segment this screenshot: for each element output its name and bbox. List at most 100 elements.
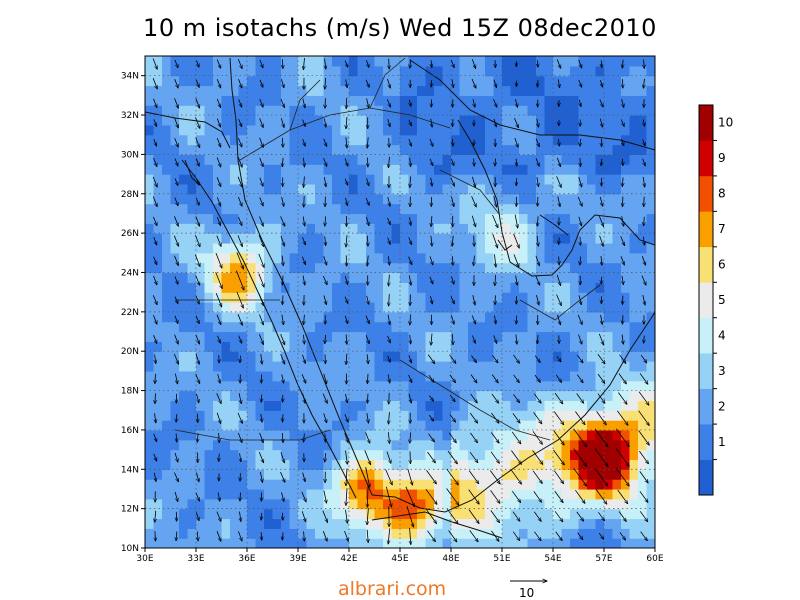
speed-cell (646, 272, 655, 283)
speed-cell (519, 321, 529, 333)
speed-cell (272, 144, 282, 155)
speed-cell (357, 518, 367, 529)
speed-cell (502, 321, 512, 333)
speed-cell (383, 361, 393, 372)
speed-cell (417, 164, 427, 175)
wind-vector (555, 531, 563, 541)
speed-cell (179, 429, 189, 441)
speed-cell (451, 528, 461, 539)
speed-cell (425, 75, 435, 87)
speed-cell (476, 164, 486, 175)
speed-cell (264, 498, 274, 510)
speed-cell (459, 252, 469, 264)
speed-cell (391, 292, 401, 303)
speed-cell (264, 154, 274, 165)
speed-cell (612, 115, 622, 126)
wind-vector (303, 58, 304, 70)
speed-cell (238, 292, 248, 303)
wind-vector (238, 99, 242, 107)
speed-cell (315, 105, 325, 116)
speed-cell (425, 331, 435, 342)
speed-cell (638, 321, 648, 333)
speed-cell (604, 85, 614, 96)
speed-cell (281, 115, 291, 126)
speed-cell (595, 390, 605, 401)
wind-vector (174, 296, 178, 304)
wind-vector (152, 295, 157, 304)
speed-cell (468, 183, 478, 195)
speed-cell (638, 95, 648, 106)
speed-cell (162, 498, 172, 510)
speed-cell (340, 400, 350, 411)
speed-cell (272, 528, 282, 539)
speed-cell (340, 459, 350, 470)
speed-cell (196, 331, 206, 342)
speed-cell (502, 262, 512, 274)
wind-vector (601, 314, 603, 324)
speed-cell (247, 56, 257, 67)
speed-cell (196, 56, 206, 67)
speed-cell (527, 144, 537, 155)
speed-cell (238, 242, 248, 254)
speed-cell (306, 213, 316, 224)
speed-cell (162, 361, 172, 372)
speed-cell (145, 134, 155, 146)
speed-cell (442, 193, 452, 205)
wind-vector (196, 472, 199, 482)
speed-cell (162, 370, 172, 382)
speed-cell (332, 124, 342, 136)
speed-cell (281, 65, 291, 77)
wind-vector (429, 158, 433, 166)
speed-cell (544, 154, 554, 165)
speed-cell (621, 410, 631, 421)
speed-cell (349, 508, 359, 520)
speed-cell (340, 272, 350, 283)
speed-cell (638, 528, 648, 539)
speed-cell (153, 262, 163, 274)
speed-cell (485, 400, 495, 411)
speed-cell (638, 174, 648, 185)
speed-cell (442, 203, 452, 215)
colorbar-swatch (699, 353, 713, 389)
speed-cell (527, 420, 537, 431)
speed-cell (196, 361, 206, 372)
speed-cell (612, 252, 622, 264)
speed-cell (417, 105, 427, 116)
speed-cell (434, 361, 444, 372)
speed-cell (604, 439, 614, 451)
speed-cell (612, 390, 622, 401)
wind-vector (471, 355, 476, 363)
speed-cell (145, 302, 155, 313)
speed-cell (323, 469, 333, 480)
speed-cell (502, 449, 512, 461)
speed-cell (408, 174, 418, 185)
speed-cell (340, 370, 350, 382)
speed-cell (502, 233, 512, 244)
speed-cell (230, 518, 240, 529)
speed-cell (408, 439, 418, 451)
speed-cell (247, 213, 257, 224)
speed-cell (145, 164, 155, 175)
speed-cell (638, 233, 648, 244)
speed-cell (315, 400, 325, 411)
speed-cell (578, 85, 588, 96)
speed-cell (323, 351, 333, 362)
speed-cell (451, 213, 461, 224)
speed-cell (187, 380, 197, 392)
speed-cell (459, 479, 469, 490)
wind-vector (389, 294, 390, 306)
speed-cell (264, 95, 274, 106)
speed-cell (238, 124, 248, 136)
speed-cell (323, 252, 333, 264)
speed-cell (476, 56, 486, 67)
speed-cell (196, 252, 206, 264)
speed-cell (323, 498, 333, 510)
wind-vector (217, 374, 221, 383)
speed-cell (374, 124, 384, 136)
speed-cell (527, 321, 537, 333)
speed-cell (383, 262, 393, 274)
speed-cell (213, 321, 223, 333)
speed-cell (425, 223, 435, 234)
speed-cell (179, 164, 189, 175)
speed-cell (247, 331, 257, 342)
